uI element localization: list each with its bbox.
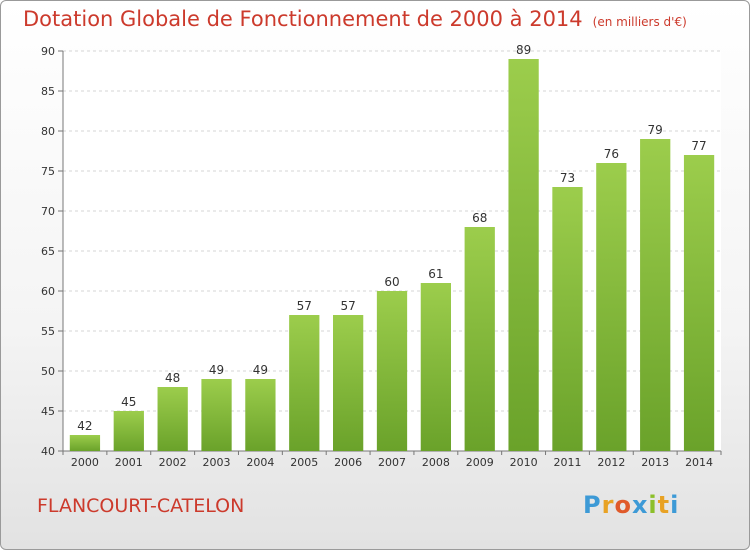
title-row: Dotation Globale de Fonctionnement de 20… (23, 7, 687, 31)
x-tick-label: 2006 (334, 456, 362, 469)
bar (157, 387, 188, 451)
bar (420, 283, 452, 451)
data-label: 77 (691, 139, 706, 153)
y-tick-label: 75 (41, 165, 55, 178)
bar (332, 315, 364, 451)
brand-letter: x (631, 491, 649, 519)
bar (464, 227, 495, 451)
x-tick-label: 2010 (510, 456, 538, 469)
y-tick-label: 60 (41, 285, 55, 298)
data-label: 79 (648, 123, 663, 137)
bar (508, 59, 539, 451)
data-label: 61 (428, 267, 443, 281)
x-tick-label: 2008 (422, 456, 450, 469)
data-label: 49 (209, 363, 224, 377)
x-tick-label: 2002 (159, 456, 187, 469)
bar (113, 411, 144, 451)
y-tick-label: 45 (41, 405, 55, 418)
x-tick-label: 2013 (641, 456, 669, 469)
brand-letter: r (601, 491, 615, 519)
y-tick-label: 40 (41, 445, 55, 458)
bar (552, 187, 583, 451)
x-tick-label: 2009 (466, 456, 494, 469)
data-label: 42 (77, 419, 92, 433)
y-tick-label: 85 (41, 85, 55, 98)
bar (245, 379, 276, 451)
bar (596, 163, 627, 451)
y-tick-label: 55 (41, 325, 55, 338)
y-tick-label: 90 (41, 45, 55, 58)
chart-title: Dotation Globale de Fonctionnement de 20… (23, 7, 583, 31)
data-label: 45 (121, 395, 136, 409)
data-label: 49 (253, 363, 268, 377)
x-tick-label: 2001 (115, 456, 143, 469)
data-label: 68 (472, 211, 487, 225)
bar (289, 315, 320, 451)
data-label: 48 (165, 371, 180, 385)
brand-letter: t (657, 491, 671, 519)
bar (683, 155, 715, 451)
y-tick-label: 50 (41, 365, 55, 378)
data-label: 60 (384, 275, 399, 289)
data-label: 57 (340, 299, 355, 313)
y-tick-label: 70 (41, 205, 55, 218)
brand-letter: o (614, 491, 632, 519)
bar (201, 379, 232, 451)
brand-logo: Proxiti (583, 491, 679, 519)
brand-letter: i (648, 491, 658, 519)
x-tick-label: 2004 (246, 456, 274, 469)
x-tick-label: 2003 (203, 456, 231, 469)
bar (376, 291, 408, 451)
data-label: 89 (516, 43, 531, 57)
y-tick-label: 65 (41, 245, 55, 258)
x-tick-label: 2012 (597, 456, 625, 469)
x-tick-label: 2007 (378, 456, 406, 469)
bar (640, 139, 671, 451)
y-tick-label: 80 (41, 125, 55, 138)
x-tick-label: 2005 (290, 456, 318, 469)
brand-letter: i (670, 491, 680, 519)
data-label: 76 (604, 147, 619, 161)
data-label: 57 (297, 299, 312, 313)
place-name: FLANCOURT-CATELON (37, 495, 245, 517)
x-tick-label: 2000 (71, 456, 99, 469)
x-tick-label: 2014 (685, 456, 713, 469)
x-tick-label: 2011 (553, 456, 581, 469)
data-label: 73 (560, 171, 575, 185)
brand-letter: P (583, 491, 602, 519)
bar (69, 435, 101, 451)
chart-unit: (en milliers d'€) (592, 15, 687, 29)
